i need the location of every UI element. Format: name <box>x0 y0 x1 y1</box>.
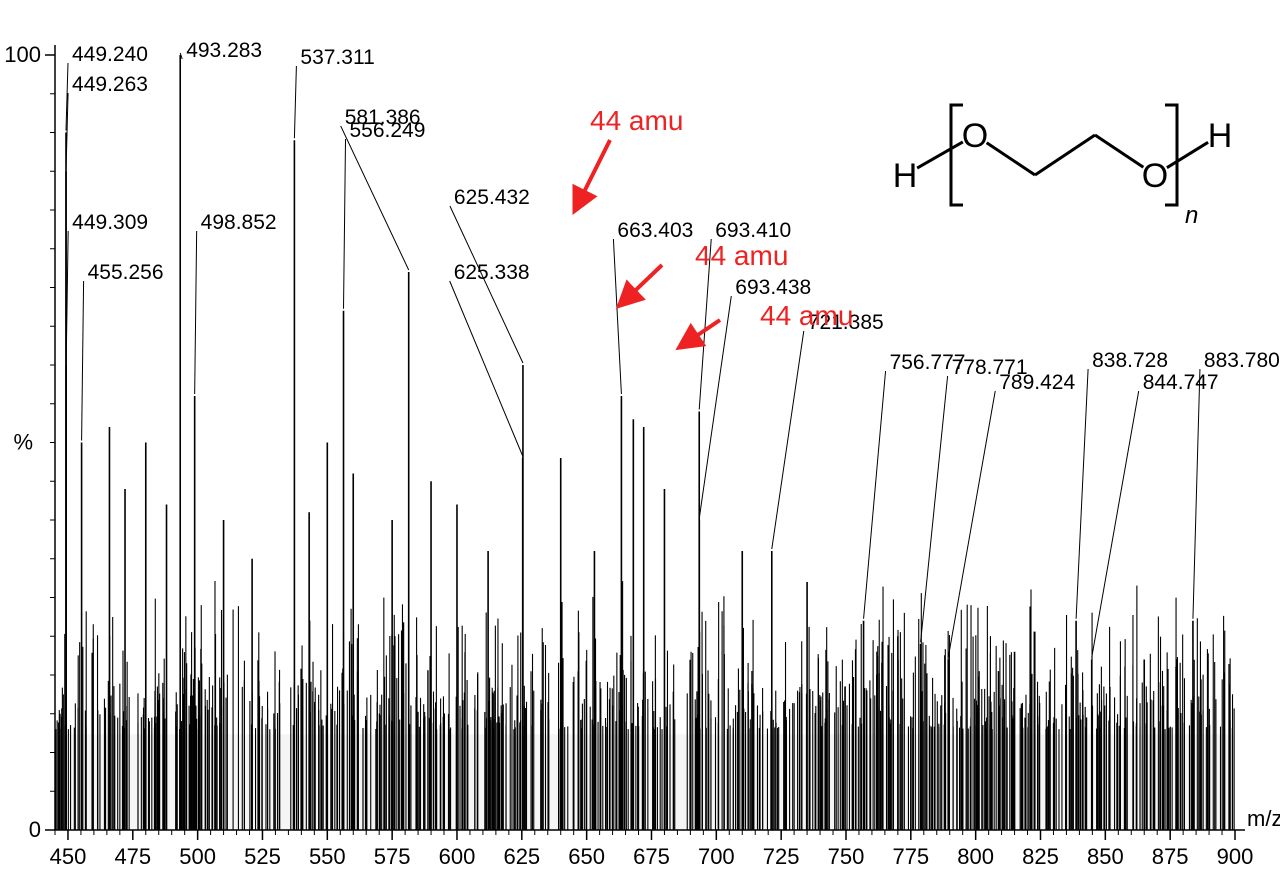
peak-label: 455.256 <box>88 261 164 285</box>
peak-label: 449.309 <box>72 211 148 235</box>
peak-label: 498.852 <box>201 211 277 235</box>
peak-label: 625.432 <box>454 186 530 210</box>
x-tick-label: 725 <box>763 844 800 869</box>
peak-label: 581.386 <box>345 106 421 130</box>
y-axis-label: % <box>13 430 33 455</box>
subscript-n: n <box>1185 202 1198 229</box>
x-tick-label: 650 <box>568 844 605 869</box>
peak-label: 449.263 <box>72 73 148 97</box>
svg-text:H: H <box>1208 117 1233 155</box>
svg-text:O: O <box>962 117 988 155</box>
svg-text:O: O <box>1142 157 1168 195</box>
x-tick-label: 500 <box>179 844 216 869</box>
peak-label: 693.438 <box>735 276 811 300</box>
x-tick-label: 775 <box>892 844 929 869</box>
annotation-label: 44 amu <box>590 105 683 137</box>
x-tick-label: 675 <box>633 844 670 869</box>
peak-label: 663.403 <box>617 219 693 243</box>
x-tick-label: 550 <box>309 844 346 869</box>
x-tick-label: 900 <box>1217 844 1254 869</box>
y-tick-label: 100 <box>4 42 41 67</box>
x-tick-label: 825 <box>1022 844 1059 869</box>
x-tick-label: 700 <box>698 844 735 869</box>
peak-label: 789.424 <box>999 371 1075 395</box>
x-tick-label: 875 <box>1152 844 1189 869</box>
peak-label: 537.311 <box>300 46 374 70</box>
annotation-label: 44 amu <box>695 240 788 272</box>
x-tick-label: 800 <box>957 844 994 869</box>
annotation-label: 44 amu <box>760 300 853 332</box>
x-tick-label: 575 <box>374 844 411 869</box>
x-tick-label: 600 <box>439 844 476 869</box>
x-tick-label: 450 <box>50 844 87 869</box>
x-tick-label: 850 <box>1087 844 1124 869</box>
peak-label: 493.283 <box>186 39 262 63</box>
x-tick-label: 475 <box>114 844 151 869</box>
peak-label: 449.240 <box>72 43 148 67</box>
y-tick-label: 0 <box>29 817 41 842</box>
svg-text:H: H <box>893 157 918 195</box>
x-tick-label: 625 <box>503 844 540 869</box>
peak-label: 883.780 <box>1204 349 1280 373</box>
peak-label: 838.728 <box>1092 349 1168 373</box>
x-axis-label: m/z <box>1247 806 1280 831</box>
peak-label: 844.747 <box>1143 371 1219 395</box>
x-tick-label: 750 <box>828 844 865 869</box>
x-tick-label: 525 <box>244 844 281 869</box>
peak-label: 625.338 <box>454 261 530 285</box>
